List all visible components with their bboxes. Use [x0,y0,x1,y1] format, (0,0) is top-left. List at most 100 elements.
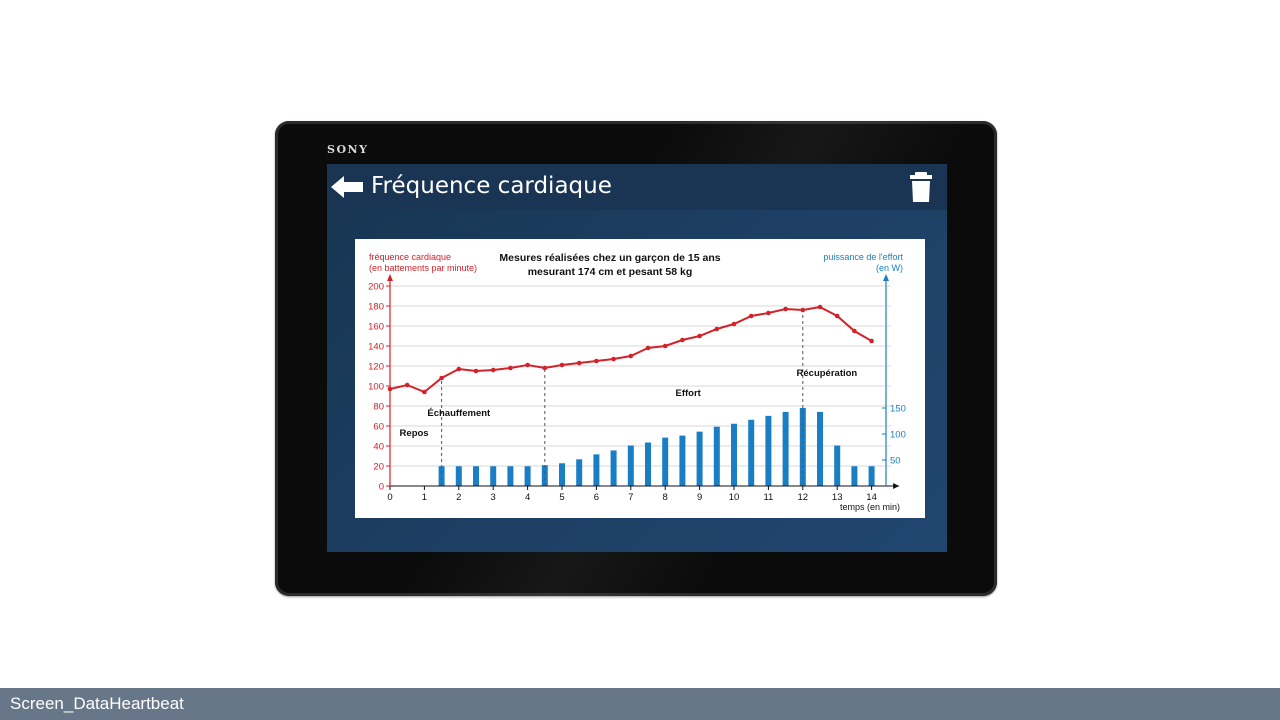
heart-rate-point [473,368,479,374]
heart-rate-point [628,353,634,359]
x-tick-label: 2 [456,492,461,503]
left-tick-label: 180 [368,302,384,313]
power-bar [593,454,600,486]
left-tick-label: 80 [373,402,384,413]
x-tick-label: 0 [387,492,392,503]
x-axis-arrow [893,483,900,489]
heart-rate-point [594,358,599,364]
power-bar [455,466,462,486]
phase-label: Échauffement [427,408,491,419]
power-bar [799,407,806,486]
page-title: Fréquence cardiaque [371,173,612,199]
heart-rate-point [404,382,410,388]
chart-title-line1: Mesures réalisées chez un garçon de 15 a… [499,252,720,264]
left-tick-label: 140 [368,342,384,353]
heart-rate-point [525,362,530,368]
chart-card: 0 20 40 60 80 100 120 140 160 180 200 0 1 2 3 4 5 6 7 8 9 10 1… [355,239,925,518]
heart-rate-point [817,304,823,310]
heart-rate-point [439,375,444,381]
heart-rate-point [422,389,427,395]
heart-rate-point [508,365,513,371]
x-tick-label: 4 [525,492,530,503]
left-tick-label: 40 [373,442,384,453]
app-screen: Fréquence cardiaque 0 20 40 60 80 100 120 140 16… [327,164,947,552]
power-bar [490,466,497,486]
heart-rate-point [542,365,548,371]
power-bar [731,423,737,486]
heart-rate-point [662,343,668,349]
left-tick-label: 160 [368,322,384,333]
right-tick-label: 150 [890,404,906,415]
left-tick-label: 100 [368,382,384,393]
power-bar [559,463,565,486]
x-tick-label: 7 [628,492,633,503]
x-axis-label: temps (en min) [840,502,900,512]
heart-rate-point [834,313,840,319]
chart-title-line2: mesurant 174 cm et pesant 58 kg [528,266,693,278]
heart-rate-point [869,338,874,344]
heart-rate-point [490,367,496,373]
left-axis-label-line2: (en battements par minute) [369,263,477,273]
heart-rate-point [714,326,720,332]
power-bar [713,426,720,486]
power-bar [541,465,548,486]
left-tick-label: 0 [379,482,384,493]
right-tick-label: 50 [890,456,901,467]
right-tick-label: 100 [890,430,906,441]
x-tick-label: 1 [422,492,427,503]
heart-rate-point [748,313,754,319]
left-tick-label: 60 [373,422,384,433]
arrow-left-icon [331,176,363,198]
power-bar [645,442,651,486]
device-brand: SONY [327,143,369,156]
power-bar [817,411,823,486]
heart-rate-point [576,360,582,366]
x-tick-label: 8 [663,492,668,503]
power-bar [851,466,858,486]
x-tick-label: 6 [594,492,599,503]
power-bar [610,450,617,486]
x-tick-label: 11 [763,492,773,503]
left-tick-label: 120 [368,362,384,373]
power-bar [679,435,686,486]
heart-rate-point [456,366,462,372]
footer-bar: Screen_DataHeartbeat [0,688,1280,720]
heart-rate-point [766,310,771,316]
x-tick-label: 14 [866,492,877,503]
chart-grid [390,285,892,467]
power-bar [662,437,669,486]
power-bars [438,407,875,486]
left-axis-arrow [387,274,393,281]
heart-rate-point [611,356,616,362]
power-bar [782,411,789,486]
right-axis-arrow [883,274,889,281]
heart-rate-point [645,345,651,351]
x-tick-label: 5 [559,492,564,503]
right-axis-label-line2: (en W) [876,263,903,273]
power-bar [868,466,875,486]
heart-rate-point [559,362,565,368]
screen-name-label: Screen_DataHeartbeat [10,694,184,713]
power-bar [765,415,772,486]
heart-rate-point [387,386,393,392]
x-tick-label: 10 [729,492,740,503]
power-bar [438,466,445,486]
x-tick-label: 12 [798,492,809,503]
power-bar [576,459,583,486]
right-axis-label-line1: puissance de l'effort [823,252,903,262]
heart-rate-point [800,307,806,313]
back-button[interactable] [329,174,365,200]
heart-rate-point [852,328,857,334]
x-tick-label: 3 [491,492,496,503]
power-bar [473,466,479,486]
delete-button[interactable] [907,170,935,204]
heart-rate-point [731,321,737,327]
phase-label: Récupération [797,368,858,379]
power-bar [627,445,634,486]
left-tick-label: 20 [373,462,384,473]
heart-rate-point [697,333,702,339]
power-bar [507,466,514,486]
phase-annotations: Repos Échauffement Effort Récupération [400,310,858,486]
heart-rate-point [680,337,685,343]
